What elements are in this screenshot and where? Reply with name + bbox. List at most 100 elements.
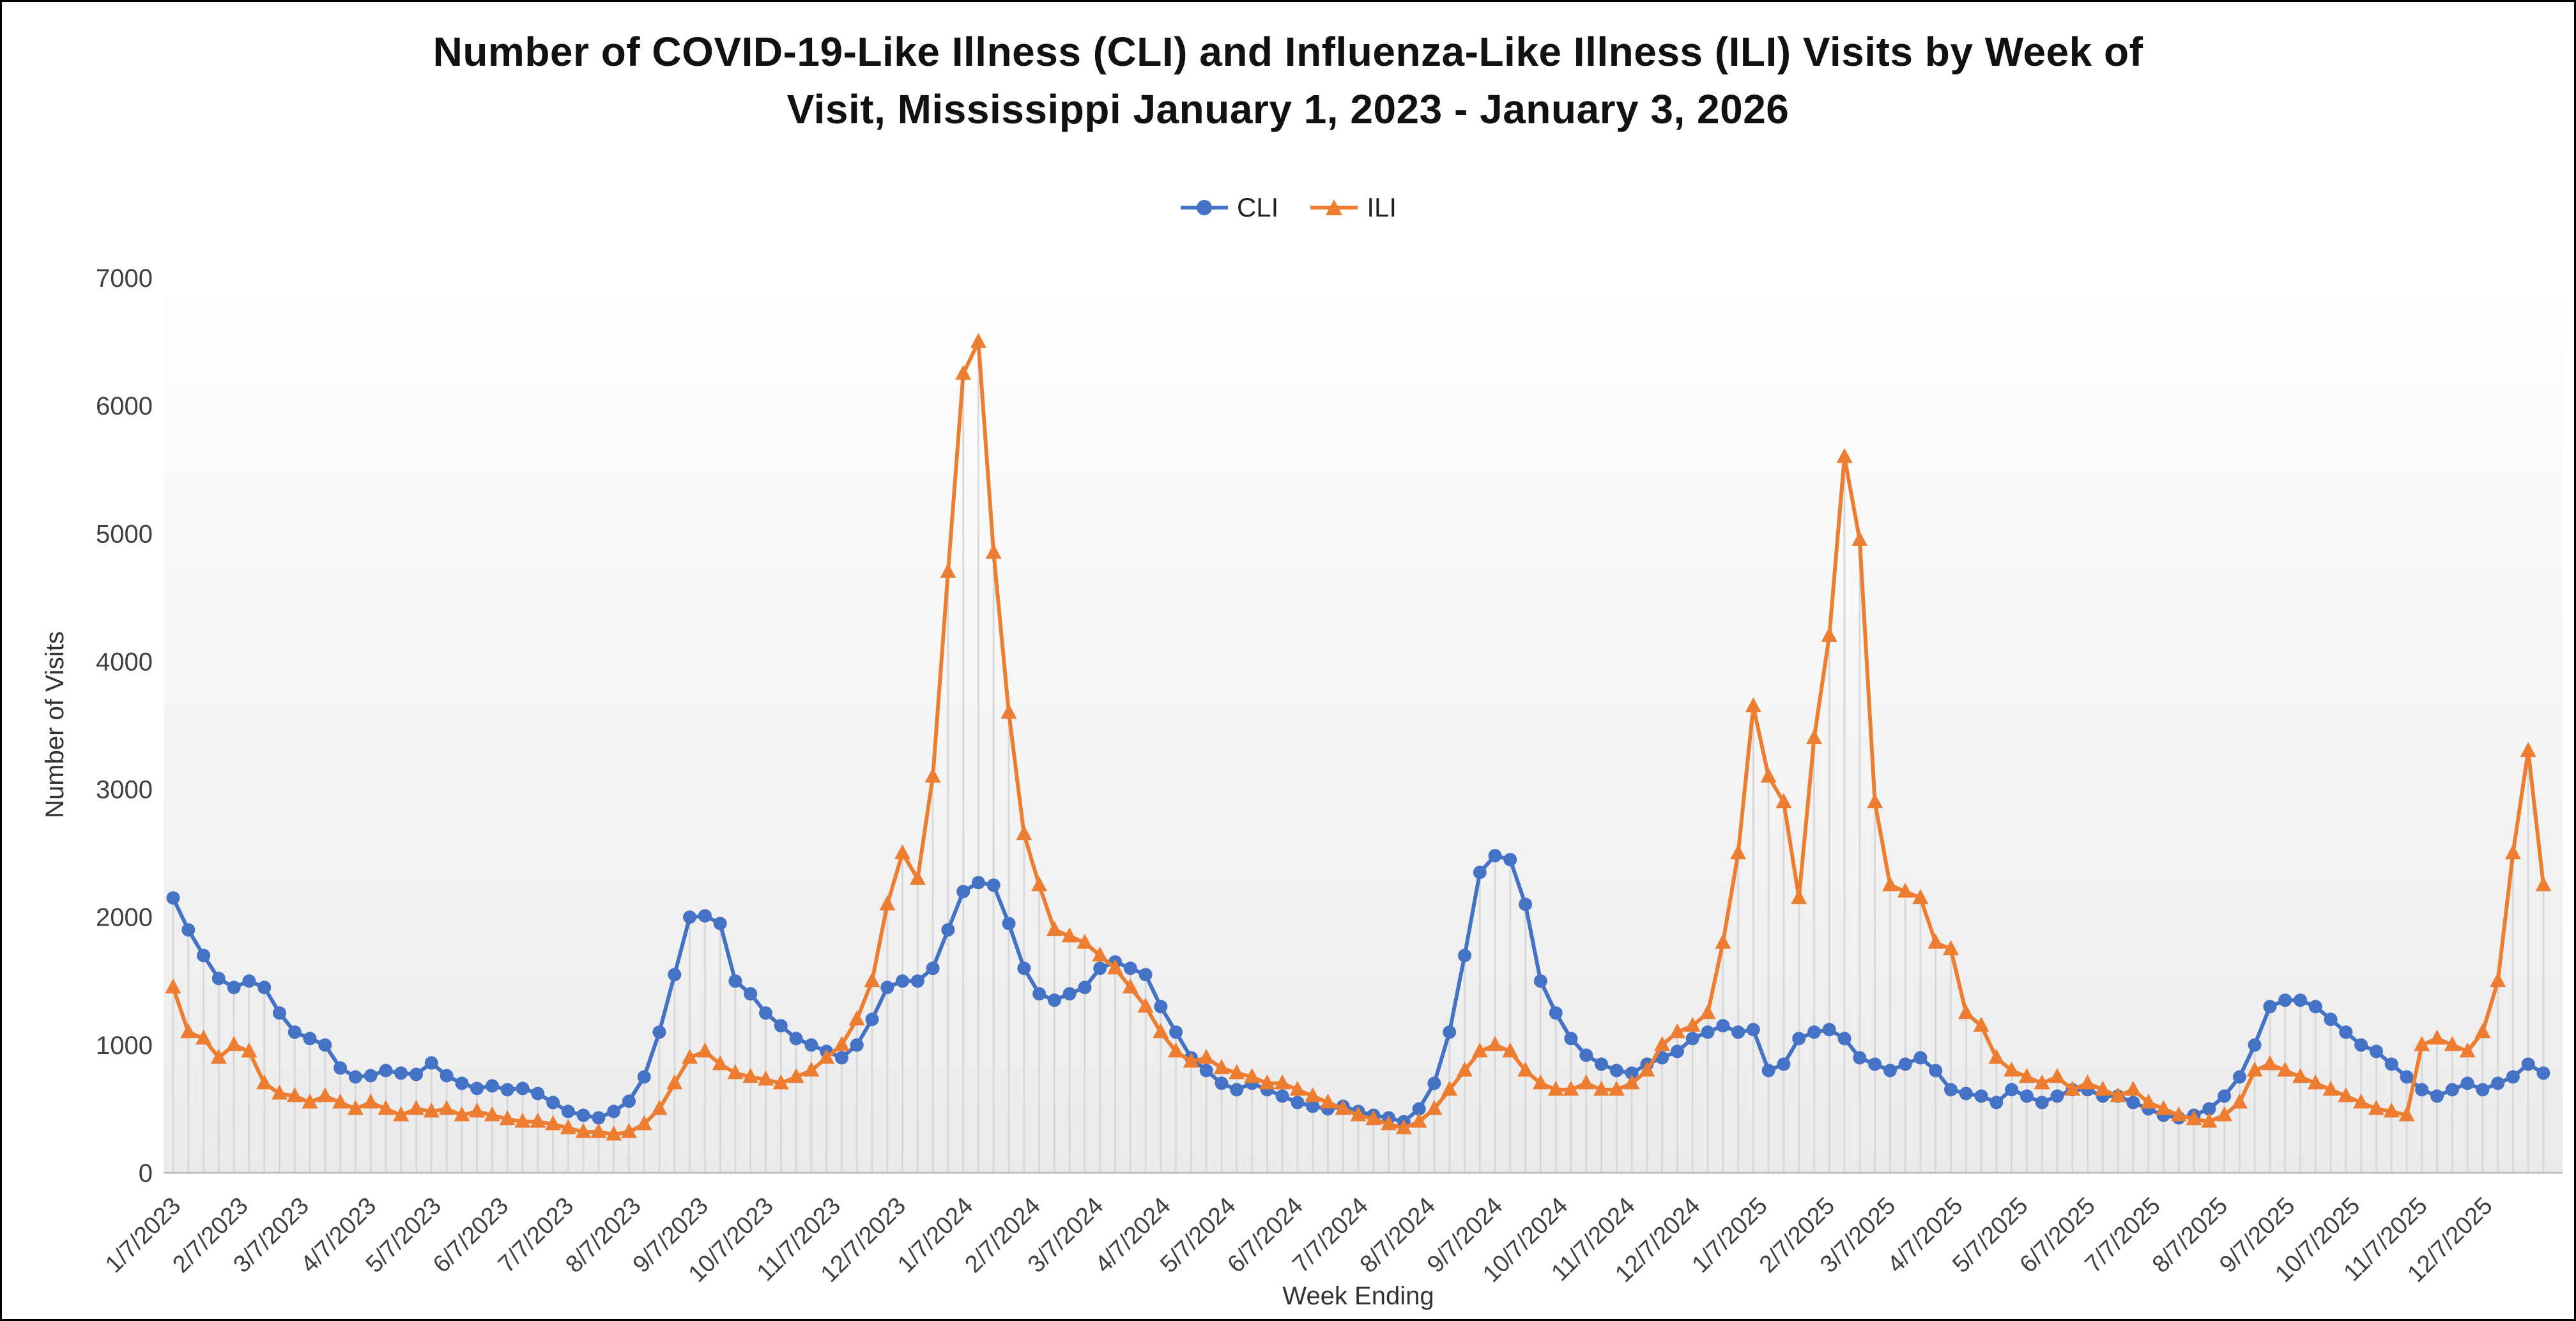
ili-point	[909, 869, 926, 885]
ili-point	[727, 1064, 744, 1080]
y-tick-label: 7000	[96, 264, 153, 293]
cli-point	[318, 1038, 332, 1052]
ili-point	[1654, 1035, 1671, 1051]
cli-point	[2369, 1044, 2383, 1058]
ili-point	[1943, 940, 1959, 956]
ili-point	[2034, 1074, 2050, 1090]
ili-point	[1791, 889, 1807, 905]
cli-point	[1093, 961, 1107, 975]
legend: CLI ILI	[2, 192, 2574, 223]
ili-point	[2186, 1110, 2202, 1126]
ili-point	[2049, 1067, 2066, 1083]
cli-point	[348, 1070, 362, 1084]
ili-point	[1168, 1042, 1184, 1058]
cli-point	[576, 1108, 590, 1122]
ili-point	[180, 1023, 197, 1039]
ili-point	[1547, 1080, 1564, 1096]
cli-point	[2339, 1025, 2353, 1039]
ili-point	[1608, 1080, 1625, 1096]
ili-point	[195, 1029, 212, 1045]
ili-point	[2004, 1061, 2020, 1077]
ili-point	[362, 1093, 379, 1109]
cli-point	[971, 876, 985, 890]
cli-point	[410, 1067, 423, 1081]
cli-point	[1579, 1048, 1593, 1062]
cli-point	[2202, 1102, 2216, 1116]
cli-point	[364, 1069, 378, 1083]
ili-point	[2277, 1061, 2294, 1077]
cli-point	[394, 1066, 408, 1080]
ili-point	[1775, 793, 1792, 809]
ili-point	[1912, 889, 1929, 905]
ili-point	[1851, 531, 1868, 546]
cli-point	[1458, 949, 1471, 963]
cli-point	[2384, 1057, 2398, 1071]
cli-point	[2278, 993, 2292, 1007]
ili-point	[1867, 793, 1883, 809]
ili-point	[1092, 946, 1108, 962]
cli-point	[546, 1096, 560, 1110]
cli-point	[561, 1104, 575, 1119]
ili-point	[393, 1106, 410, 1122]
cli-point	[2126, 1096, 2140, 1110]
ili-point	[2307, 1074, 2324, 1090]
cli-point	[1017, 961, 1031, 975]
cli-point	[455, 1076, 469, 1090]
ili-point	[575, 1123, 592, 1138]
cli-point	[1716, 1019, 1730, 1033]
cli-point	[2005, 1083, 2019, 1097]
ili-point	[1426, 1099, 1443, 1115]
ili-point	[560, 1119, 576, 1134]
cli-point	[1533, 974, 1547, 988]
ili-point	[666, 1074, 683, 1090]
cli-point	[956, 885, 970, 899]
ili-point	[1760, 767, 1777, 783]
cli-point	[500, 1083, 514, 1097]
cli-point	[698, 909, 712, 923]
cli-point	[683, 910, 697, 924]
cli-point	[592, 1111, 606, 1125]
ili-point	[2110, 1087, 2126, 1103]
ili-point	[545, 1115, 562, 1131]
ili-point	[1335, 1099, 1351, 1115]
ili-point	[2262, 1055, 2278, 1071]
ili-point	[1730, 844, 1747, 860]
ili-point	[1897, 882, 1913, 898]
cli-point	[1503, 853, 1517, 867]
ili-point	[2490, 972, 2506, 988]
cli-point	[652, 1025, 666, 1039]
legend-item-ili: ILI	[1309, 192, 1397, 223]
ili-point	[1319, 1093, 1336, 1109]
ili-point	[2170, 1106, 2187, 1122]
cli-point	[1002, 917, 1016, 931]
ili-point	[1107, 959, 1123, 975]
ili-point	[833, 1035, 850, 1051]
cli-point	[2536, 1066, 2550, 1080]
ili-point	[1016, 825, 1032, 841]
ili-point	[1578, 1074, 1595, 1090]
cli-point	[2248, 1038, 2262, 1052]
ili-line-marker-icon	[1310, 199, 1358, 215]
cli-point	[1078, 981, 1092, 995]
cli-point	[2506, 1070, 2520, 1084]
cli-point	[880, 981, 894, 995]
cli-point	[865, 1012, 879, 1027]
cli-line-marker-icon	[1180, 200, 1228, 215]
ili-point	[758, 1070, 774, 1086]
ili-point	[1973, 1016, 1989, 1032]
ili-point	[1882, 876, 1898, 892]
y-tick-label: 3000	[96, 776, 153, 804]
plot-background	[164, 278, 2563, 1173]
cli-point	[2232, 1070, 2246, 1084]
ili-point	[894, 844, 910, 860]
ili-point	[1593, 1080, 1609, 1096]
ili-point	[1137, 997, 1154, 1013]
ili-point	[1563, 1080, 1579, 1096]
cli-point	[1959, 1087, 1973, 1101]
ili-point	[1274, 1074, 1291, 1090]
ili-point	[2338, 1087, 2354, 1103]
cli-point	[303, 1032, 317, 1046]
cli-point	[2218, 1089, 2232, 1103]
cli-point	[1549, 1006, 1563, 1020]
cli-point	[424, 1056, 438, 1070]
